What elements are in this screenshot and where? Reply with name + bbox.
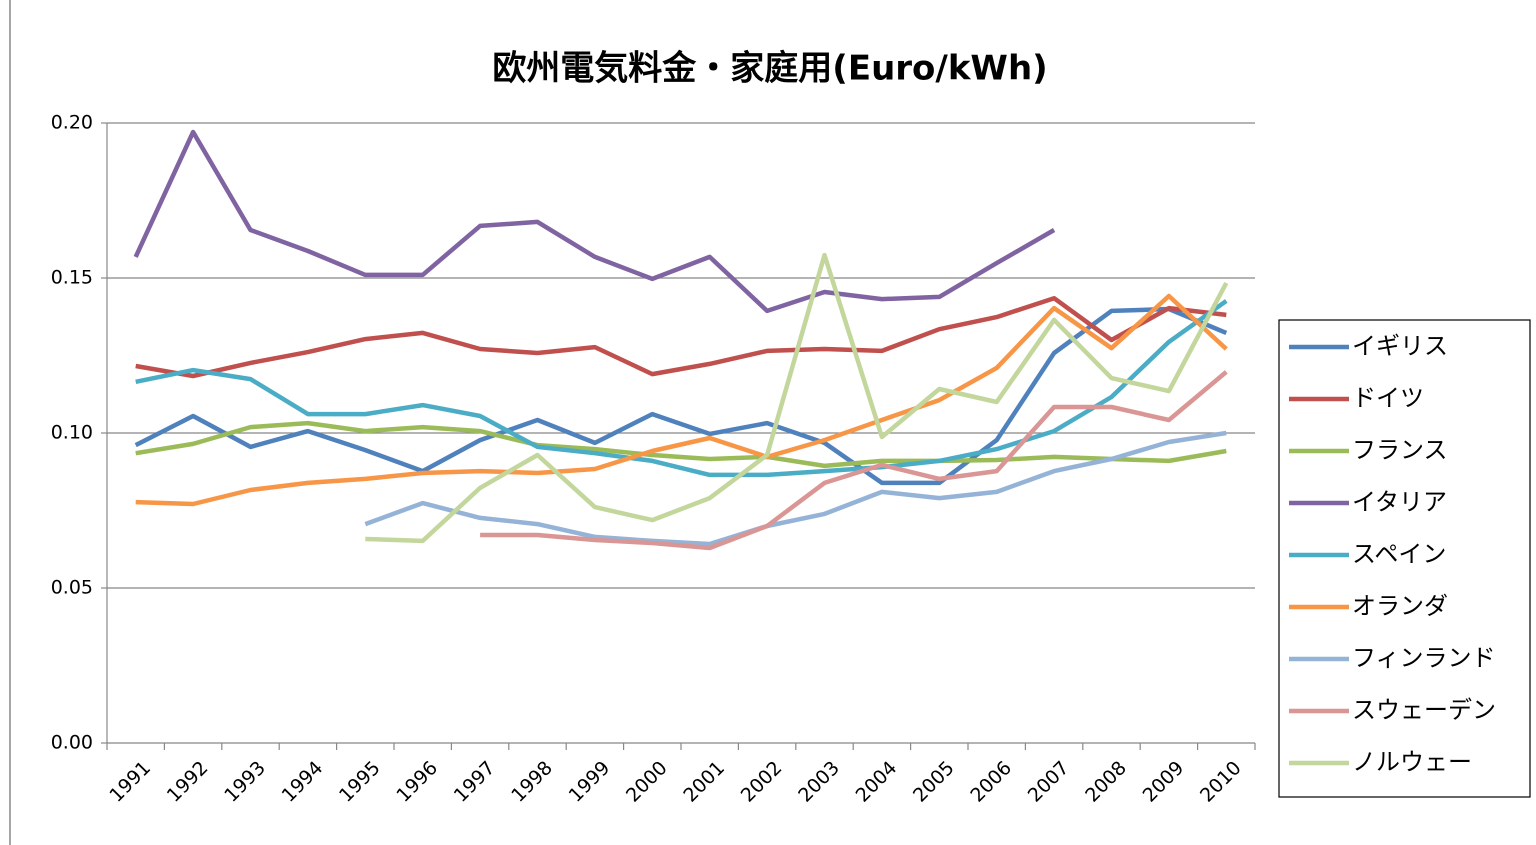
y-tick-label: 0.20 [51, 112, 93, 134]
legend-label: スペイン [1352, 540, 1446, 568]
series-line [364, 430, 1227, 547]
legend-label: フランス [1352, 436, 1448, 464]
series-line [480, 370, 1228, 551]
legend-label: スウェーデン [1352, 696, 1496, 724]
series-line [135, 293, 1228, 507]
y-tick-label: 0.15 [51, 267, 93, 289]
series-line [135, 295, 1227, 379]
legend-label: ドイツ [1352, 384, 1424, 412]
y-tick-label: 0.10 [51, 422, 93, 444]
series-line [133, 129, 1056, 314]
legend-label: イギリス [1352, 332, 1448, 360]
legend-label: イタリア [1352, 488, 1447, 516]
legend-label: オランダ [1352, 592, 1448, 620]
y-tick-label: 0.05 [51, 577, 93, 599]
series-line [134, 306, 1228, 486]
legend-label: ノルウェー [1352, 748, 1472, 776]
series-line [365, 252, 1229, 544]
legend-label: フィンランド [1352, 644, 1496, 672]
series-line [135, 299, 1228, 478]
y-tick-label: 0.00 [51, 732, 93, 754]
chart-title: 欧州電気料金・家庭用(Euro/kWh) [492, 49, 1047, 89]
series-line [135, 420, 1227, 469]
